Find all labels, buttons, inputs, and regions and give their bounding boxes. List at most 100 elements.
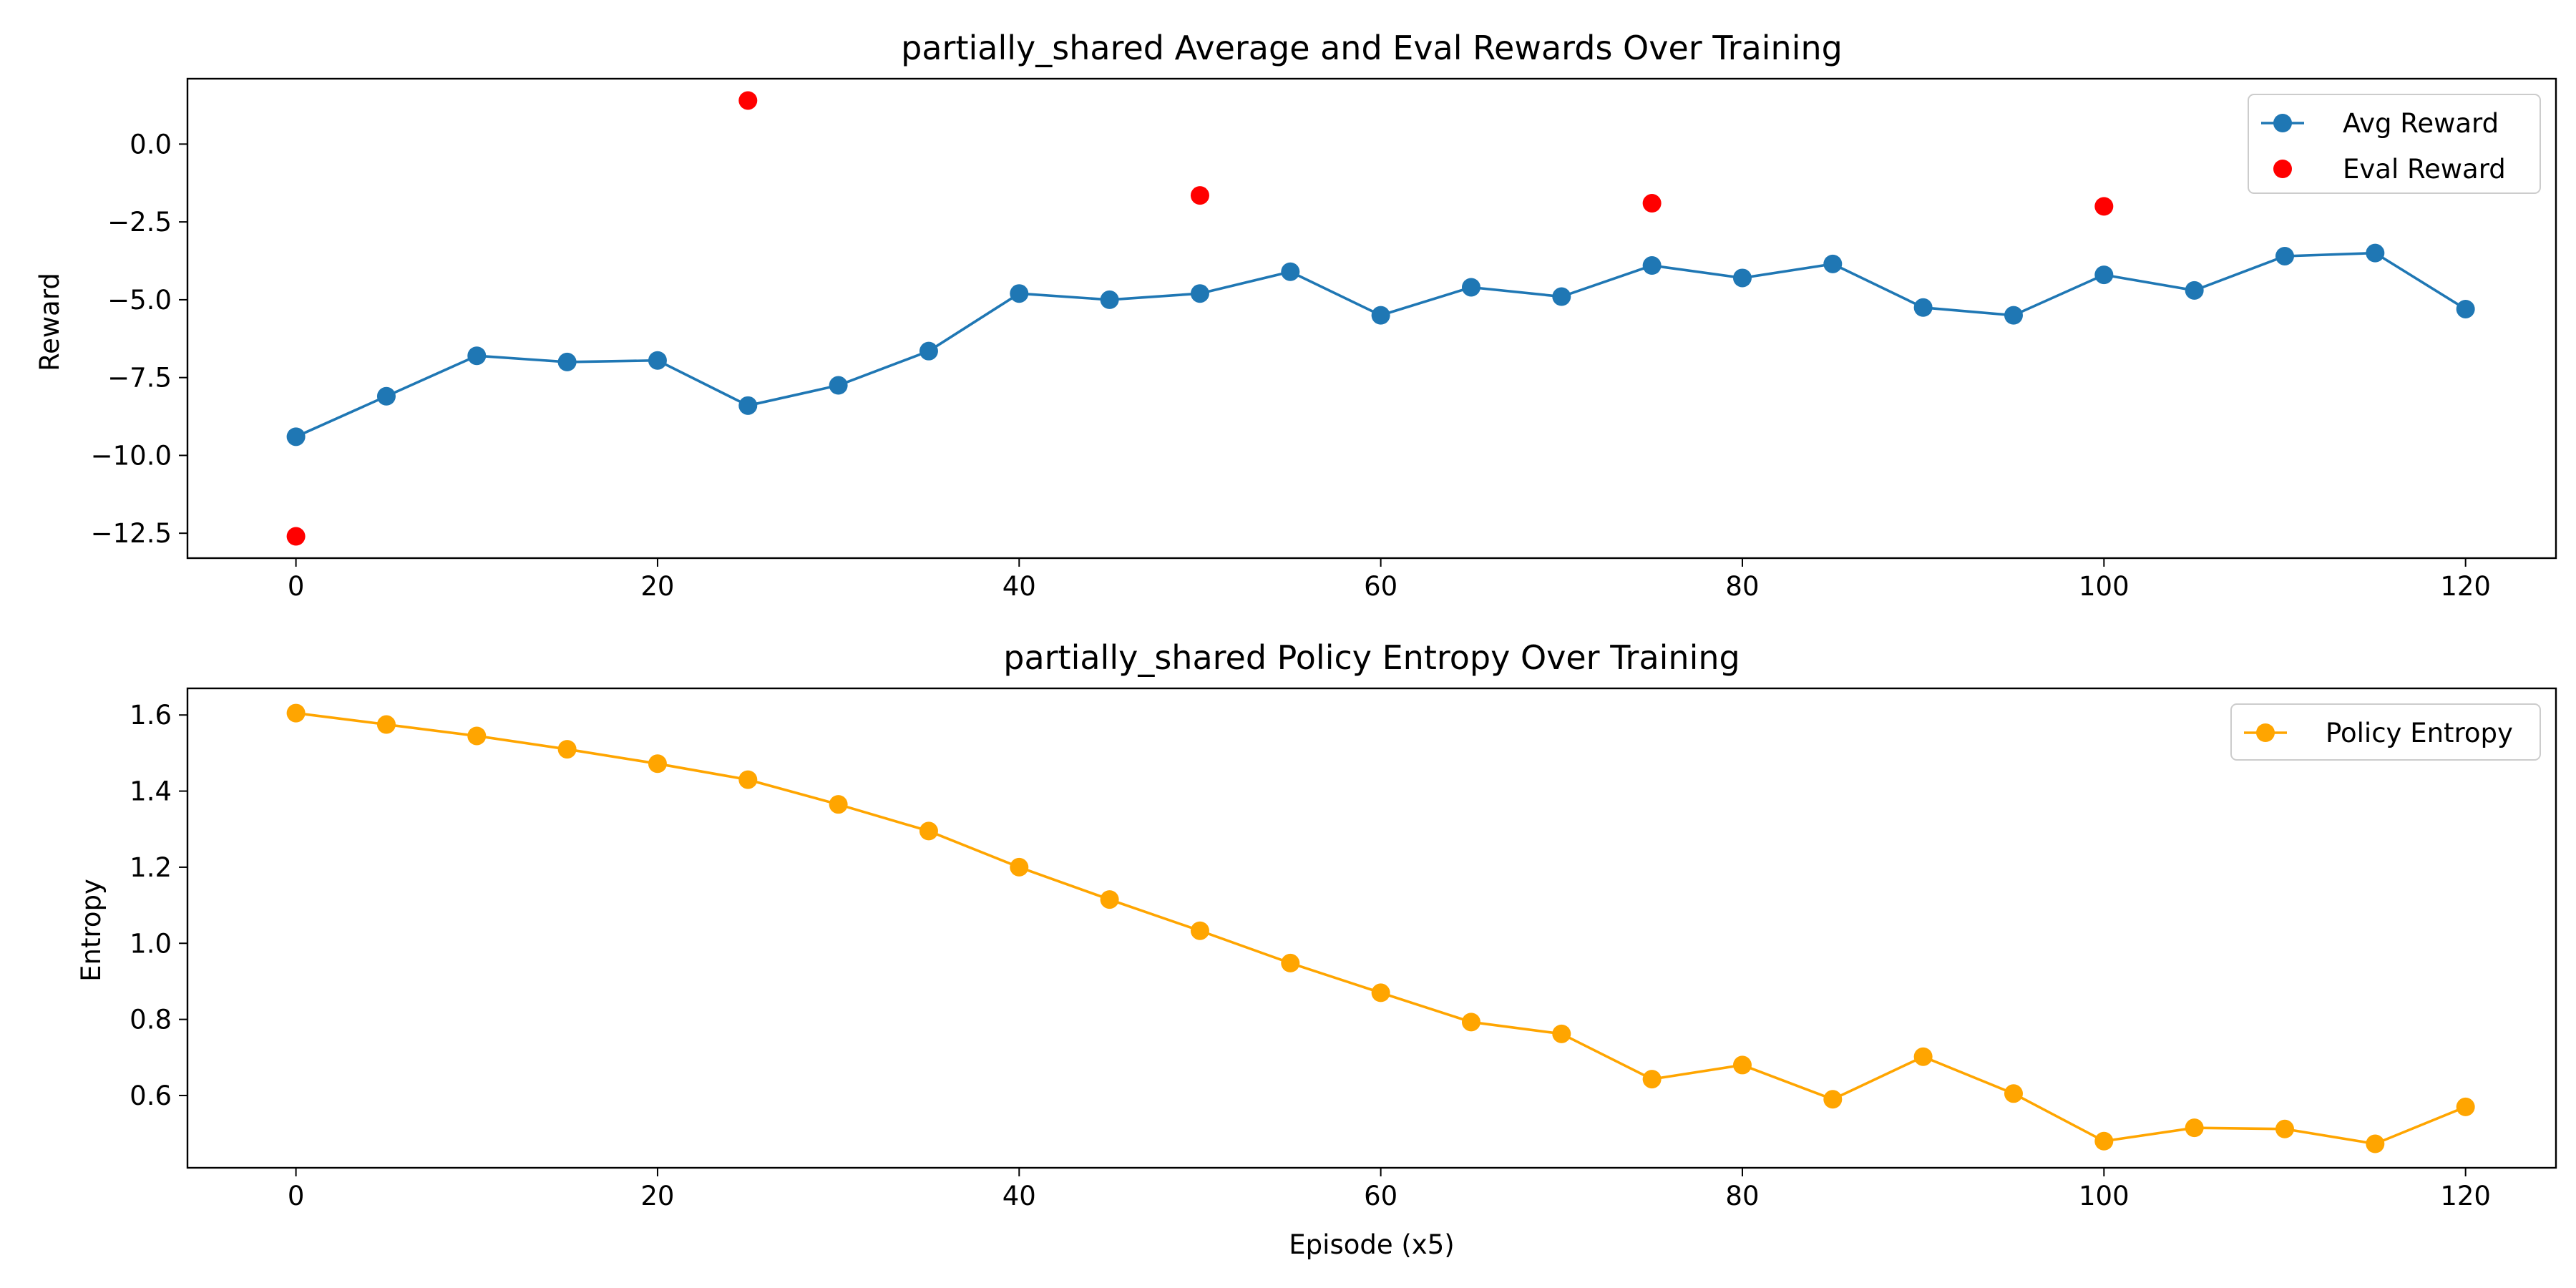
legend-label: Avg Reward xyxy=(2343,108,2499,139)
avg-reward-point xyxy=(1371,306,1390,325)
entropy-chart: partially_shared Policy Entropy Over Tra… xyxy=(76,638,2557,1211)
policy-entropy-point xyxy=(2275,1119,2294,1138)
x-tick-label: 100 xyxy=(2079,571,2129,602)
x-tick-label: 80 xyxy=(1725,1181,1759,1211)
avg-reward-point xyxy=(2185,280,2204,300)
x-tick-label: 120 xyxy=(2440,1181,2491,1211)
avg-reward-point xyxy=(1100,290,1119,309)
avg-reward-point xyxy=(648,351,667,370)
legend-box xyxy=(2230,703,2541,761)
eval-reward-point xyxy=(1190,186,1209,205)
y-tick-label: −10.0 xyxy=(91,440,172,471)
policy-entropy-point xyxy=(1552,1024,1571,1043)
avg-reward-point xyxy=(919,341,938,361)
axis-ticks: 0 20 40 60 80 100 120 0.6 0.8 1.0 1.2 1.4 1.6 xyxy=(130,700,2491,1211)
avg-reward-point xyxy=(1190,284,1209,303)
avg-reward-point xyxy=(1823,254,1843,273)
policy-entropy-point xyxy=(738,770,758,789)
x-tick-label: 60 xyxy=(1364,1181,1397,1211)
x-tick-label: 120 xyxy=(2440,571,2491,602)
policy-entropy-point xyxy=(1010,857,1029,877)
policy-entropy-point xyxy=(1190,921,1209,940)
avg-reward-point xyxy=(2456,299,2475,318)
avg-reward-point xyxy=(286,427,306,447)
y-tick-label: 1.0 xyxy=(130,928,172,959)
x-tick-label: 0 xyxy=(288,1181,305,1211)
y-axis-label: Entropy xyxy=(76,879,107,982)
policy-entropy-point xyxy=(919,821,938,841)
chart-title: partially_shared Average and Eval Reward… xyxy=(901,29,1843,67)
policy-entropy-point xyxy=(648,754,667,774)
policy-entropy-point xyxy=(1371,983,1390,1002)
policy-entropy-point xyxy=(557,740,577,759)
plot-frame xyxy=(186,77,2557,560)
y-tick-label: −5.0 xyxy=(107,285,172,316)
y-tick-label: −2.5 xyxy=(107,207,172,238)
avg-reward-legend-marker xyxy=(2273,114,2292,132)
y-axis-label: Reward xyxy=(34,273,65,371)
policy-entropy-point xyxy=(1461,1013,1480,1032)
y-tick-label: 0.6 xyxy=(130,1080,172,1111)
plot-frame xyxy=(186,687,2557,1169)
policy-entropy-point xyxy=(2366,1134,2385,1153)
avg-reward-point xyxy=(1461,278,1480,297)
avg-reward-point xyxy=(1732,268,1752,288)
x-tick-label: 40 xyxy=(1002,571,1036,602)
avg-reward-point xyxy=(829,376,848,395)
policy-entropy-point xyxy=(376,715,396,734)
y-tick-label: 1.6 xyxy=(130,700,172,731)
avg-reward-point xyxy=(2004,306,2023,325)
x-tick-label: 80 xyxy=(1725,571,1759,602)
avg-reward-point xyxy=(2275,246,2294,265)
avg-reward-point xyxy=(467,346,487,366)
policy-entropy-legend-marker xyxy=(2256,723,2275,742)
policy-entropy-point xyxy=(1823,1090,1843,1109)
legend-label: Eval Reward xyxy=(2343,154,2506,185)
avg-reward-point xyxy=(557,352,577,371)
legend: Avg Reward Eval Reward xyxy=(2248,94,2541,194)
axis-ticks: 0 20 40 60 80 100 120 0.0 −2.5 −5.0 −7.5 −10.0 −12.5 xyxy=(91,129,2491,602)
eval-reward-point xyxy=(738,91,758,110)
avg-reward-point xyxy=(1913,298,1933,317)
x-tick-label: 40 xyxy=(1002,1181,1036,1211)
avg-reward-point xyxy=(2366,243,2385,263)
avg-reward-point xyxy=(1642,256,1662,275)
policy-entropy-point xyxy=(286,703,306,723)
policy-entropy-point xyxy=(1913,1047,1933,1066)
avg-reward-point xyxy=(376,386,396,406)
policy-entropy-point xyxy=(2185,1118,2204,1138)
data-marks xyxy=(286,91,2475,546)
avg-reward-point xyxy=(1281,262,1300,281)
data-marks xyxy=(286,703,2475,1153)
x-tick-label: 100 xyxy=(2079,1181,2129,1211)
policy-entropy-point xyxy=(829,795,848,814)
y-tick-label: 0.0 xyxy=(130,129,172,160)
reward-chart: partially_shared Average and Eval Reward… xyxy=(34,29,2557,602)
policy-entropy-line xyxy=(296,711,2467,1146)
eval-reward-point xyxy=(1642,194,1662,213)
eval-reward-point xyxy=(2094,197,2114,216)
avg-reward-point xyxy=(1552,287,1571,306)
avg-reward-point xyxy=(1010,284,1029,303)
x-tick-label: 20 xyxy=(640,1181,674,1211)
avg-reward-line xyxy=(295,251,2467,438)
policy-entropy-point xyxy=(2004,1084,2023,1103)
policy-entropy-point xyxy=(467,726,487,746)
x-axis-label: Episode (x5) xyxy=(1289,1229,1454,1260)
y-tick-label: −12.5 xyxy=(91,518,172,549)
chart-title: partially_shared Policy Entropy Over Tra… xyxy=(1003,638,1740,677)
policy-entropy-point xyxy=(1100,890,1119,909)
legend-label: Policy Entropy xyxy=(2326,718,2513,748)
y-tick-label: 1.4 xyxy=(130,776,172,807)
y-tick-label: 0.8 xyxy=(130,1005,172,1035)
y-tick-label: −7.5 xyxy=(107,363,172,394)
x-tick-label: 20 xyxy=(640,571,674,602)
eval-reward-legend-marker xyxy=(2273,160,2292,178)
policy-entropy-point xyxy=(2094,1131,2114,1151)
eval-reward-point xyxy=(286,527,306,546)
avg-reward-point xyxy=(2094,265,2114,285)
legend: Policy Entropy xyxy=(2230,703,2541,761)
policy-entropy-point xyxy=(1281,953,1300,972)
y-tick-label: 1.2 xyxy=(130,852,172,883)
